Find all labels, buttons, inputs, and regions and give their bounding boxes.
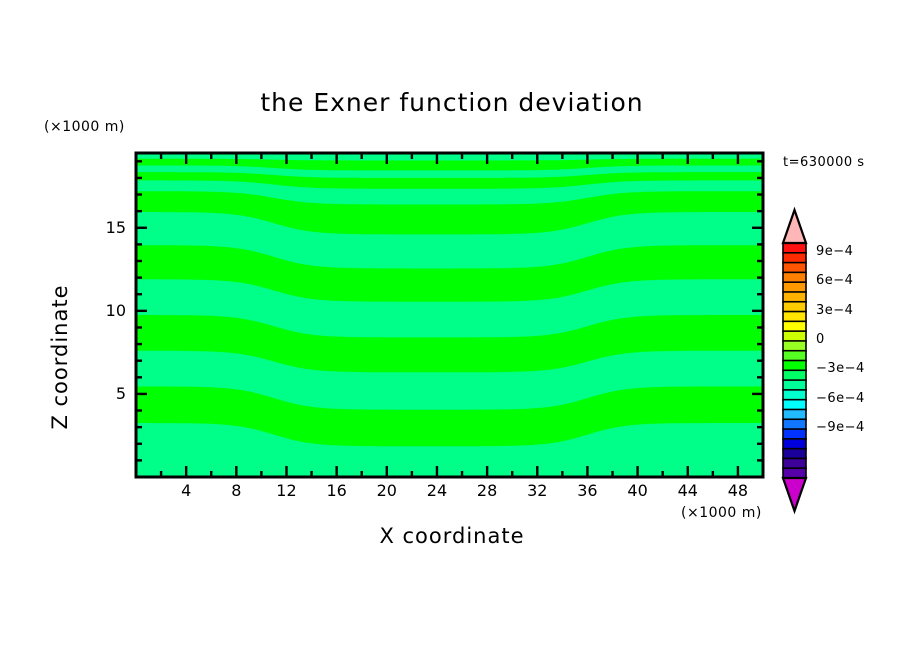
contour-band	[136, 386, 763, 447]
colorbar-tick-label: −3e−4	[816, 361, 865, 377]
y-tick-label: 15	[105, 217, 126, 237]
x-tick-label: 20	[376, 481, 397, 500]
x-tick-label: 16	[326, 481, 347, 500]
contour-band	[136, 245, 763, 302]
colorbar-swatch	[782, 408, 807, 421]
colorbar-tick-label: 3e−4	[816, 302, 854, 318]
colorbar-over-arrow	[781, 206, 808, 245]
timestamp-annotation: t=630000 s	[783, 155, 865, 170]
colorbar-tick-label: 0	[816, 331, 825, 347]
colorbar-swatch	[782, 389, 807, 401]
colorbar-swatch	[782, 271, 807, 284]
colorbar-swatch	[782, 418, 807, 431]
colorbar-under-arrow	[781, 476, 808, 515]
colorbar-swatch	[782, 359, 807, 372]
x-tick-label: 40	[627, 481, 648, 500]
x-tick-label: 28	[476, 481, 498, 500]
colorbar-swatch	[782, 310, 807, 323]
contour-band	[136, 172, 763, 189]
contour-band	[136, 191, 763, 235]
colorbar-swatch	[782, 349, 807, 362]
colorbar-swatch	[782, 447, 807, 460]
contour-field	[136, 153, 763, 477]
colorbar-swatch	[782, 428, 807, 441]
x-tick-label: 44	[677, 481, 698, 500]
colorbar-tick-label: 6e−4	[816, 273, 854, 289]
colorbar-swatch	[782, 369, 807, 382]
colorbar-swatch	[782, 242, 807, 255]
contour-band	[136, 315, 763, 373]
colorbar-swatch	[782, 251, 807, 264]
x-tick-label: 4	[181, 481, 192, 500]
colorbar-swatch	[782, 398, 807, 411]
colorbar-swatch	[782, 457, 807, 470]
page-title: the Exner function deviation	[260, 88, 644, 117]
colorbar-swatch	[782, 340, 807, 353]
colorbar	[781, 206, 808, 515]
plot-frame	[134, 151, 765, 479]
y-tick-label: 10	[105, 300, 126, 320]
colorbar-tick-label: 9e−4	[816, 243, 854, 259]
x-axis-units: (×1000 m)	[681, 505, 762, 521]
x-tick-label: 36	[577, 481, 598, 500]
colorbar-swatch	[782, 281, 807, 294]
y-axis-units: (×1000 m)	[44, 119, 125, 135]
x-axis-label: X coordinate	[379, 524, 525, 548]
colorbar-swatch	[782, 291, 807, 304]
colorbar-swatch	[782, 379, 807, 392]
colorbar-swatch	[782, 261, 807, 274]
colorbar-tick-label: −9e−4	[816, 420, 865, 436]
contour-band	[136, 158, 763, 171]
colorbar-swatch	[782, 300, 807, 313]
colorbar-tick-label: −6e−4	[816, 390, 865, 406]
x-tick-label: 48	[727, 481, 749, 500]
x-tick-label: 32	[527, 481, 548, 500]
y-tick-label: 5	[115, 383, 126, 403]
colorbar-swatch	[782, 320, 807, 333]
x-tick-label: 12	[276, 481, 297, 500]
colorbar-swatch	[782, 330, 807, 343]
colorbar-swatch	[782, 438, 807, 450]
x-tick-label: 24	[426, 481, 448, 500]
x-tick-label: 8	[231, 481, 242, 500]
